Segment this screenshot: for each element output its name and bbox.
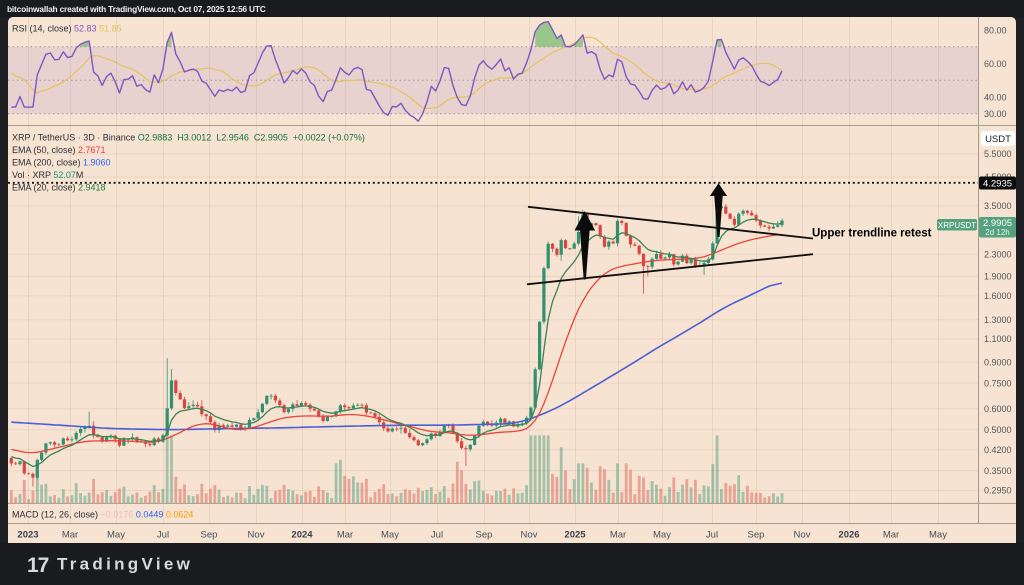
svg-text:0.9000: 0.9000: [984, 357, 1012, 367]
svg-text:Mar: Mar: [883, 530, 899, 541]
svg-text:40.00: 40.00: [984, 92, 1007, 102]
svg-text:EMA (50, close) 2.7671: EMA (50, close) 2.7671: [12, 145, 106, 155]
svg-text:May: May: [107, 530, 125, 541]
svg-text:Sep: Sep: [476, 530, 493, 541]
svg-text:2.9905: 2.9905: [983, 218, 1012, 229]
svg-text:2.3000: 2.3000: [984, 249, 1012, 259]
svg-text:1.6000: 1.6000: [984, 291, 1012, 301]
svg-text:2025: 2025: [564, 530, 586, 541]
svg-text:TradingView: TradingView: [57, 555, 193, 574]
svg-text:Mar: Mar: [337, 530, 353, 541]
svg-text:5.5000: 5.5000: [984, 149, 1012, 159]
svg-text:4.2935: 4.2935: [983, 178, 1012, 189]
svg-text:17: 17: [27, 554, 49, 577]
svg-text:Mar: Mar: [610, 530, 626, 541]
svg-text:1.9000: 1.9000: [984, 271, 1012, 281]
svg-text:Nov: Nov: [794, 530, 811, 541]
svg-text:0.5000: 0.5000: [984, 425, 1012, 435]
svg-text:EMA (200, close) 1.9060: EMA (200, close) 1.9060: [12, 157, 111, 167]
svg-text:bitcoinwallah created with Tra: bitcoinwallah created with TradingView.c…: [7, 4, 266, 14]
svg-text:Nov: Nov: [248, 530, 265, 541]
svg-text:XRP / TetherUS · 3D · Binance: XRP / TetherUS · 3D · Binance O2.9883 H3…: [12, 132, 365, 142]
svg-text:Jul: Jul: [706, 530, 718, 541]
svg-text:Sep: Sep: [201, 530, 218, 541]
svg-text:RSI (14, close) 52.83 51.85: RSI (14, close) 52.83 51.85: [12, 24, 122, 34]
svg-text:Vol · XRP 52.07M: Vol · XRP 52.07M: [12, 170, 83, 180]
svg-text:2d 12h: 2d 12h: [985, 228, 1009, 237]
svg-text:2024: 2024: [291, 530, 313, 541]
svg-text:80.00: 80.00: [984, 25, 1007, 35]
svg-text:0.6000: 0.6000: [984, 404, 1012, 414]
svg-text:May: May: [381, 530, 399, 541]
svg-text:May: May: [929, 530, 947, 541]
svg-text:EMA (20, close) 2.9418: EMA (20, close) 2.9418: [12, 182, 106, 192]
svg-text:Mar: Mar: [62, 530, 78, 541]
svg-text:1.3000: 1.3000: [984, 315, 1012, 325]
svg-text:May: May: [653, 530, 671, 541]
svg-text:1.1000: 1.1000: [984, 334, 1012, 344]
svg-text:XRPUSDT: XRPUSDT: [938, 221, 976, 230]
svg-text:USDT: USDT: [985, 134, 1011, 145]
svg-text:Jul: Jul: [431, 530, 443, 541]
svg-text:Upper trendline retest: Upper trendline retest: [812, 228, 932, 240]
svg-text:Sep: Sep: [748, 530, 765, 541]
svg-text:60.00: 60.00: [984, 59, 1007, 69]
svg-text:0.3500: 0.3500: [984, 466, 1012, 476]
svg-text:MACD (12, 26, close) −0.0176: MACD (12, 26, close) −0.0176 0.0449 0.06…: [12, 510, 193, 520]
svg-text:0.4200: 0.4200: [984, 445, 1012, 455]
svg-text:0.2950: 0.2950: [984, 486, 1012, 496]
svg-text:Nov: Nov: [521, 530, 538, 541]
svg-text:3.5000: 3.5000: [984, 201, 1012, 211]
svg-text:2026: 2026: [838, 530, 859, 541]
svg-text:0.7500: 0.7500: [984, 378, 1012, 388]
svg-text:2023: 2023: [17, 530, 38, 541]
svg-text:Jul: Jul: [157, 530, 169, 541]
svg-text:30.00: 30.00: [984, 109, 1007, 119]
